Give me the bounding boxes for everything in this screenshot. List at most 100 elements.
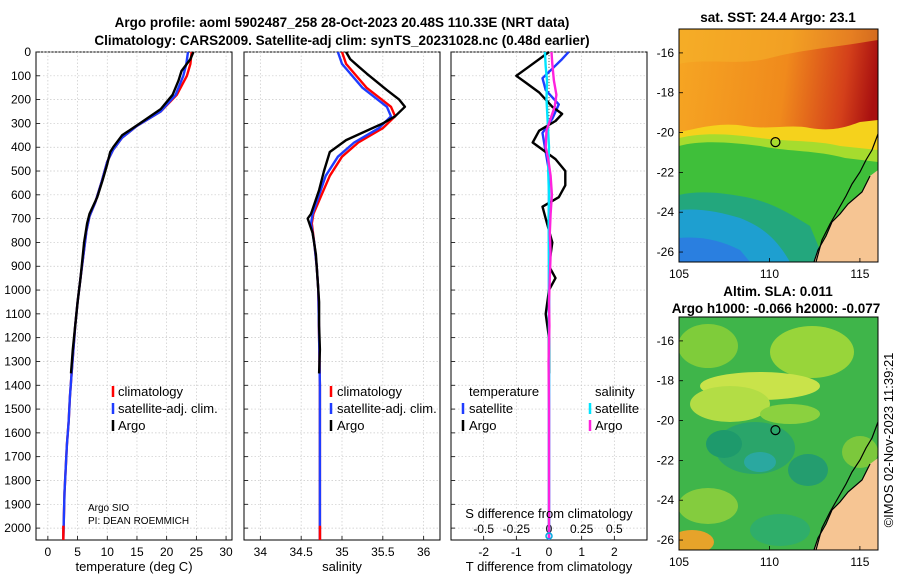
t-difference-xlabel: T difference from climatology [466,559,633,574]
title-line-2: Climatology: CARS2009. Satellite-adj cli… [94,33,589,48]
t-difference-tick-labels: -2 -1 0 1 2 [478,545,618,559]
temperature-grid [36,51,232,540]
sla-map-frame [678,316,879,551]
sla-blob [760,404,820,424]
y-tick-label: 2000 [4,521,31,535]
sla-map-title-2: Argo h1000: -0.066 h2000: -0.077 [672,301,881,316]
x-tick-label: -1 [511,545,522,559]
series-line-argo [69,51,195,374]
x-tick-label: -2 [478,545,489,559]
map-y-tick-label: -22 [657,453,675,467]
series-line-argo-s- [544,51,558,540]
x-tick-label: 0 [45,545,52,559]
s-tick-label: 0.25 [570,522,594,536]
sla-blob [770,326,854,378]
legend-t-satellite: satellite [469,401,513,416]
s-tick-label: 0.5 [606,522,623,536]
depth-tick-labels: 0 100 200 300 400 500 600 700 800 900 1000 1100 1200… [4,45,31,535]
sst-north-band [679,29,878,64]
series-line-climatology [62,51,193,541]
sla-map-lat-ticks: -16 -18 -20 -22 -24 -26 [657,334,683,547]
x-tick-label: 15 [130,545,144,559]
legend-temperature-header: temperature [469,384,539,399]
temperature-profiles [62,51,195,541]
y-tick-label: 1500 [4,402,31,416]
coastline [815,421,878,550]
x-tick-label: 34 [254,545,268,559]
sst-blue-zone [679,237,750,262]
sla-blob [679,488,738,524]
map-y-tick-label: -26 [657,245,675,259]
difference-profiles [515,51,570,540]
pi-text: PI: DEAN ROEMMICH [88,516,189,527]
sst-map-field [679,29,878,262]
legend-satellite-adj: satellite-adj. clim. [337,401,437,416]
y-tick-label: 0 [24,45,31,59]
y-tick-label: 900 [11,259,31,273]
map-y-tick-label: -20 [657,414,675,428]
temperature-xlabel: temperature (deg C) [75,559,192,574]
sst-map-lat-ticks: -16 -18 -20 -22 -24 -26 [657,46,683,259]
x-tick-label: 5 [74,545,81,559]
s-zero-marker [545,532,553,540]
sla-blob [706,430,742,458]
map-y-tick-label: -18 [657,86,675,100]
y-tick-label: 1700 [4,450,31,464]
y-tick-label: 1600 [4,426,31,440]
x-tick-label: 0 [546,545,553,559]
legend-argo: Argo [118,418,145,433]
x-tick-label: 35.5 [371,545,395,559]
sla-blob [788,454,828,486]
x-tick-label: 30 [219,545,233,559]
s-tick-label: -0.25 [503,522,531,536]
salinity-legend: climatology satellite-adj. clim. Argo [329,384,437,433]
institution-text: Argo SIO [88,503,129,514]
salinity-axes [243,51,441,541]
x-tick-label: 25 [190,545,204,559]
map-y-tick-label: -24 [657,493,675,507]
salinity-profiles [306,51,407,540]
y-tick-label: 1800 [4,473,31,487]
y-tick-label: 500 [11,164,31,178]
series-line-argo [306,51,407,374]
y-tick-label: 1100 [5,307,31,321]
s-difference-xlabel: S difference from climatology [465,506,633,521]
series-line-satellite-adj-clim- [62,51,190,541]
legend-t-argo: Argo [469,418,496,433]
sst-map-frame [678,28,879,263]
y-tick-label: 1900 [4,497,31,511]
argo-position-marker [770,425,781,436]
sla-map-lon-ticks: 105 110 115 [669,546,870,569]
x-tick-label: 20 [160,545,174,559]
sla-blob [744,452,776,472]
map-x-tick-label: 115 [850,267,869,281]
x-tick-label: 1 [578,545,585,559]
temperature-tick-labels: 0 5 10 15 20 25 30 [45,545,234,559]
land-australia [814,170,878,262]
sla-blob [690,386,770,422]
temperature-legend: climatology satellite-adj. clim. Argo [111,384,218,433]
coastline-inner [813,175,871,262]
x-tick-label: 36 [417,545,431,559]
y-tick-label: 300 [11,116,31,130]
legend-climatology: climatology [118,384,184,399]
sst-map-title: sat. SST: 24.4 Argo: 23.1 [700,10,856,25]
map-y-tick-label: -22 [657,165,675,179]
land-australia [814,458,878,550]
sla-map-title-1: Altim. SLA: 0.011 [723,284,833,299]
imos-stamp: ©IMOS 02-Nov-2023 11:39:21 [881,353,896,528]
y-tick-label: 400 [11,140,31,154]
map-y-tick-label: -18 [657,374,675,388]
y-tick-label: 1300 [4,354,31,368]
x-tick-label: 2 [611,545,618,559]
sla-map-field [679,317,878,550]
title-line-1: Argo profile: aoml 5902487_258 28-Oct-20… [115,15,570,30]
series-line-argo-t- [515,51,567,374]
legend-climatology: climatology [337,384,403,399]
map-y-tick-label: -26 [657,533,675,547]
x-tick-label: 10 [101,545,115,559]
sla-blob [679,530,714,550]
s-difference-tick-labels: -0.5-0.2500.250.5 [473,522,623,536]
salinity-grid [244,51,440,540]
y-tick-label: 700 [11,212,31,226]
